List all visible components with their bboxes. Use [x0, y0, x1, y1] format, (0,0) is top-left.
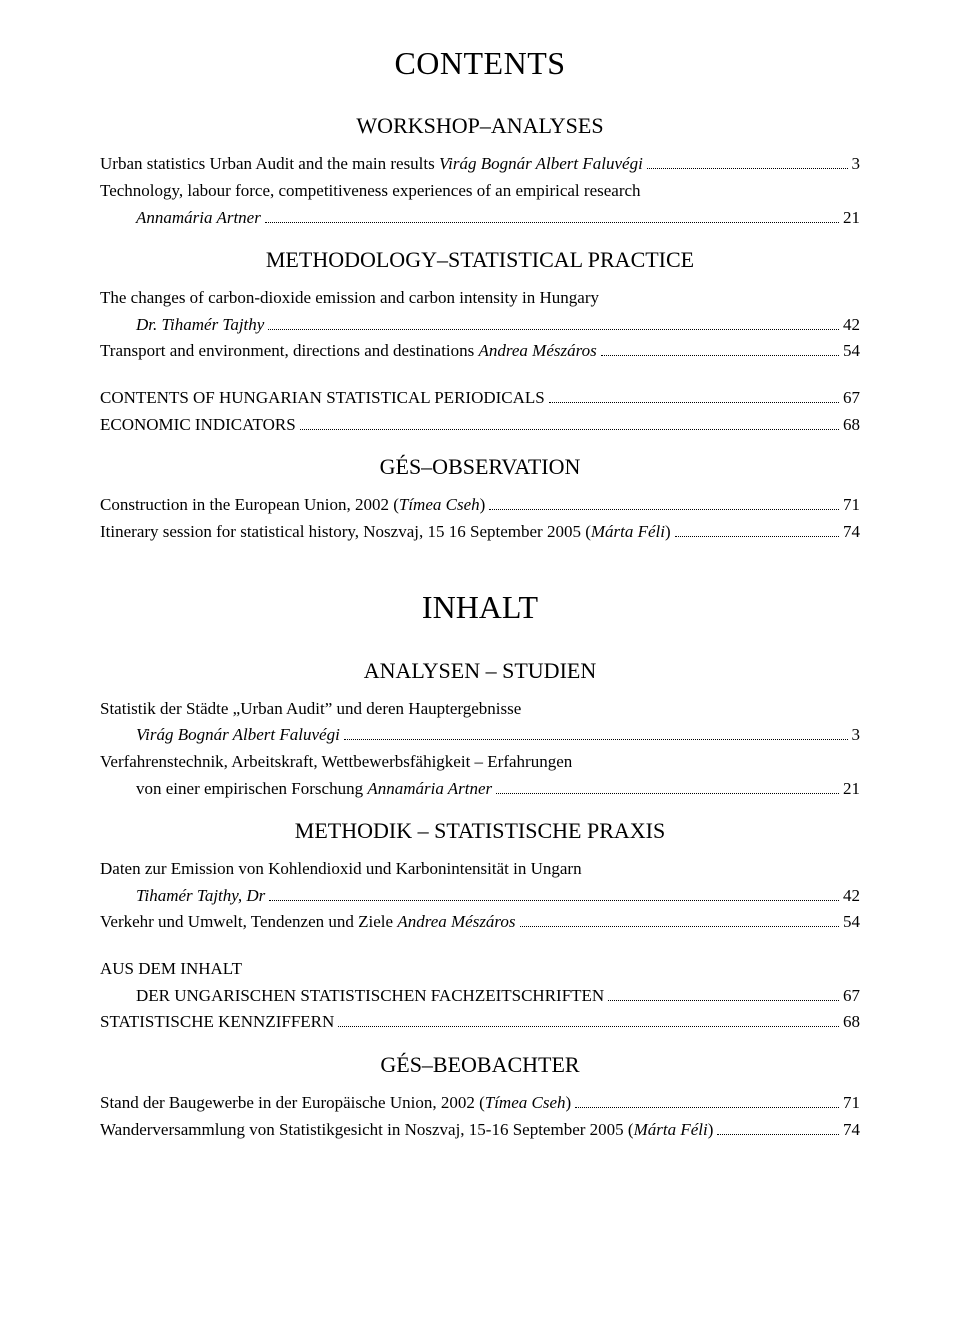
entry-author: Annamária Artner [136, 206, 261, 231]
entry-author: Tihamér Tajthy, Dr [136, 884, 265, 909]
entry-text: Technology, labour force, competitivenes… [100, 179, 860, 204]
title-inhalt: INHALT [100, 584, 860, 630]
toc-entry: Dr. Tihamér Tajthy 42 [100, 313, 860, 338]
toc-entry: CONTENTS OF HUNGARIAN STATISTICAL PERIOD… [100, 386, 860, 411]
entry-text: Stand der Baugewerbe in der Europäische … [100, 1091, 485, 1116]
entry-page: 3 [852, 152, 861, 177]
entry-page: 68 [843, 1010, 860, 1035]
entry-author: Virág Bognár Albert Faluvégi [136, 723, 340, 748]
toc-entry: ECONOMIC INDICATORS 68 [100, 413, 860, 438]
title-contents: CONTENTS [100, 40, 860, 86]
dot-leader [268, 313, 839, 329]
entry-text: ) [665, 520, 671, 545]
entry-text: STATISTISCHE KENNZIFFERN [100, 1010, 334, 1035]
toc-entry: STATISTISCHE KENNZIFFERN 68 [100, 1010, 860, 1035]
dot-leader [265, 206, 839, 222]
page: CONTENTS WORKSHOP–ANALYSES Urban statist… [0, 0, 960, 1340]
entry-page: 3 [852, 723, 861, 748]
toc-entry: Transport and environment, directions an… [100, 339, 860, 364]
entry-author: Márta Féli [634, 1118, 708, 1143]
section-analysen-studien: ANALYSEN – STUDIEN [100, 655, 860, 687]
toc-entry: Virág Bognár Albert Faluvégi 3 [100, 723, 860, 748]
entry-text: ) [708, 1118, 714, 1143]
entry-page: 67 [843, 386, 860, 411]
dot-leader [344, 724, 848, 740]
dot-leader [575, 1092, 839, 1108]
toc-entry: Annamária Artner 21 [100, 206, 860, 231]
entry-text: ) [566, 1091, 572, 1116]
toc-entry: Itinerary session for statistical histor… [100, 520, 860, 545]
dot-leader [608, 984, 839, 1000]
entry-text: Daten zur Emission von Kohlendioxid und … [100, 857, 860, 882]
entry-page: 54 [843, 339, 860, 364]
entry-author: Tímea Cseh [485, 1091, 566, 1116]
entry-page: 54 [843, 910, 860, 935]
section-methodik: METHODIK – STATISTISCHE PRAXIS [100, 815, 860, 847]
entry-author: Annamária Artner [367, 777, 492, 802]
dot-leader [675, 521, 839, 537]
spacer [100, 366, 860, 384]
entry-page: 21 [843, 777, 860, 802]
spacer [100, 937, 860, 955]
toc-entry: Tihamér Tajthy, Dr 42 [100, 884, 860, 909]
entry-text: ) [480, 493, 486, 518]
entry-text: AUS DEM INHALT [100, 957, 860, 982]
entry-author: Márta Féli [591, 520, 665, 545]
entry-text: Transport and environment, directions an… [100, 339, 479, 364]
entry-page: 67 [843, 984, 860, 1009]
dot-leader [300, 413, 839, 429]
toc-entry: Stand der Baugewerbe in der Europäische … [100, 1091, 860, 1116]
entry-author: Tímea Cseh [399, 493, 480, 518]
entry-text: Construction in the European Union, 2002… [100, 493, 399, 518]
section-observation: GÉS–OBSERVATION [100, 451, 860, 483]
dot-leader [549, 387, 839, 403]
entry-author: Andrea Mészáros [479, 339, 597, 364]
dot-leader [520, 911, 839, 927]
entry-text: von einer empirischen Forschung [136, 777, 367, 802]
entry-page: 42 [843, 884, 860, 909]
section-methodology: METHODOLOGY–STATISTICAL PRACTICE [100, 244, 860, 276]
dot-leader [601, 340, 839, 356]
entry-page: 68 [843, 413, 860, 438]
entry-text: Verfahrenstechnik, Arbeitskraft, Wettbew… [100, 750, 860, 775]
toc-entry: Construction in the European Union, 2002… [100, 493, 860, 518]
dot-leader [496, 777, 839, 793]
dot-leader [647, 153, 848, 169]
dot-leader [717, 1118, 839, 1134]
entry-text: The changes of carbon-dioxide emission a… [100, 286, 860, 311]
toc-entry: Verkehr und Umwelt, Tendenzen und Ziele … [100, 910, 860, 935]
entry-text: CONTENTS OF HUNGARIAN STATISTICAL PERIOD… [100, 386, 545, 411]
entry-author: Virág Bognár Albert Faluvégi [439, 152, 643, 177]
entry-page: 71 [843, 493, 860, 518]
toc-entry: Wanderversammlung von Statistikgesicht i… [100, 1118, 860, 1143]
entry-text: Verkehr und Umwelt, Tendenzen und Ziele [100, 910, 397, 935]
section-workshop-analyses: WORKSHOP–ANALYSES [100, 110, 860, 142]
entry-page: 21 [843, 206, 860, 231]
dot-leader [269, 885, 839, 901]
dot-leader [338, 1011, 839, 1027]
section-beobachter: GÉS–BEOBACHTER [100, 1049, 860, 1081]
toc-entry: Urban statistics Urban Audit and the mai… [100, 152, 860, 177]
toc-entry: von einer empirischen Forschung Annamári… [100, 777, 860, 802]
entry-text: Urban statistics Urban Audit and the mai… [100, 152, 439, 177]
entry-text: Wanderversammlung von Statistikgesicht i… [100, 1118, 634, 1143]
entry-page: 74 [843, 1118, 860, 1143]
entry-text: Statistik der Städte „Urban Audit” und d… [100, 697, 860, 722]
entry-page: 71 [843, 1091, 860, 1116]
entry-page: 42 [843, 313, 860, 338]
entry-author: Andrea Mészáros [397, 910, 515, 935]
dot-leader [489, 494, 839, 510]
entry-author: Dr. Tihamér Tajthy [136, 313, 264, 338]
toc-entry: DER UNGARISCHEN STATISTISCHEN FACHZEITSC… [100, 984, 860, 1009]
entry-page: 74 [843, 520, 860, 545]
entry-text: Itinerary session for statistical histor… [100, 520, 591, 545]
entry-text: ECONOMIC INDICATORS [100, 413, 296, 438]
entry-text: DER UNGARISCHEN STATISTISCHEN FACHZEITSC… [136, 984, 604, 1009]
